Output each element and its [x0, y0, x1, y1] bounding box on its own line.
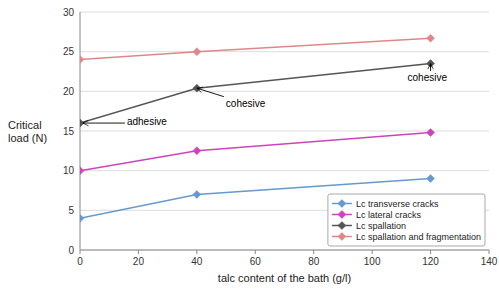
legend-marker: [338, 211, 346, 219]
annotation-text: cohesive: [226, 98, 266, 109]
x-tick-label: 100: [364, 256, 381, 267]
grid-line: [80, 12, 489, 13]
legend-marker: [338, 200, 346, 208]
annotation-text: cohesive: [408, 72, 448, 83]
x-tick-label: 20: [133, 256, 145, 267]
x-tick-label: 80: [308, 256, 320, 267]
legend: Lc transverse cracksLc lateral cracksLc …: [328, 194, 485, 246]
grid-line: [80, 250, 489, 251]
legend-label: Lc spallation: [356, 221, 406, 231]
series: [80, 129, 435, 175]
annotations: adhesive cohesive cohesive: [83, 64, 448, 127]
annotation-arrow: [83, 123, 125, 124]
legend-box: [328, 194, 485, 246]
grid-line: [80, 51, 489, 52]
x-tick: [489, 250, 490, 254]
data-point: [427, 129, 435, 137]
series-line: [80, 133, 431, 171]
series: [80, 60, 435, 128]
y-tick-label: 0: [68, 245, 74, 256]
y-tick-label: 25: [63, 46, 75, 57]
grid-line: [80, 170, 489, 171]
x-tick: [372, 250, 373, 254]
x-tick-label: 140: [481, 256, 498, 267]
x-tick: [80, 250, 81, 254]
data-point: [80, 167, 84, 175]
series-line: [80, 38, 431, 59]
y-axis-label: Criticalload (N): [8, 119, 47, 144]
x-tick-label: 40: [191, 256, 203, 267]
y-tick-label: 10: [63, 165, 75, 176]
data-point: [193, 190, 201, 198]
axes: 0 20 40 60 80 100 120 140 0 5 10 15 20 25 30: [63, 7, 498, 268]
x-tick: [196, 250, 197, 254]
x-tick: [430, 250, 431, 254]
legend-label: Lc transverse cracks: [356, 199, 439, 209]
x-axis-label: talc content of the bath (g/l): [218, 272, 351, 284]
annotation-text: adhesive: [127, 116, 167, 127]
series-line: [80, 64, 431, 124]
chart: 0 20 40 60 80 100 120 140 0 5 10 15 20 25 30 talc conte…: [0, 0, 499, 290]
x-tick: [313, 250, 314, 254]
legend-marker: [338, 233, 346, 241]
series: [80, 34, 435, 63]
y-tick-label: 20: [63, 86, 75, 97]
x-axis-line: [80, 250, 489, 251]
x-tick-label: 120: [422, 256, 439, 267]
annotation-arrow: [197, 88, 224, 97]
data-point: [427, 175, 435, 183]
legend-label: Lc spallation and fragmentation: [356, 232, 481, 242]
x-tick: [138, 250, 139, 254]
y-tick-label: 30: [63, 7, 75, 18]
grid: [80, 12, 489, 250]
x-tick-label: 0: [77, 256, 83, 267]
x-tick-label: 60: [250, 256, 262, 267]
annotation-arrow: [430, 64, 431, 72]
data-point: [80, 56, 84, 64]
data-point: [193, 147, 201, 155]
data-point: [193, 48, 201, 56]
grid-line: [80, 91, 489, 92]
legend-label: Lc lateral cracks: [356, 210, 422, 220]
data-point: [427, 34, 435, 42]
legend-marker: [338, 222, 346, 230]
x-tick: [255, 250, 256, 254]
y-tick-label: 5: [68, 205, 74, 216]
data-point: [80, 214, 84, 222]
y-tick-label: 15: [63, 126, 75, 137]
